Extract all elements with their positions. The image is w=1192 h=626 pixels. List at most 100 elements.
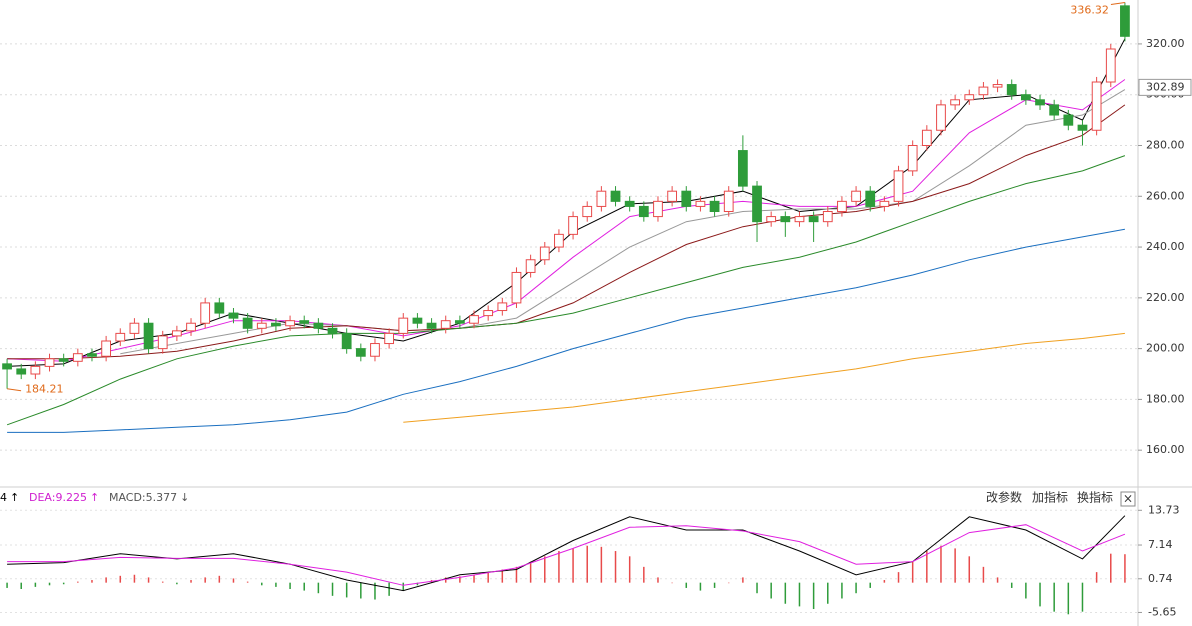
macd-bar xyxy=(1053,582,1055,612)
candle-body xyxy=(370,343,380,357)
candle-body xyxy=(469,315,479,324)
candle-body xyxy=(525,259,536,273)
candle-body xyxy=(355,348,366,357)
macd-bar xyxy=(827,582,829,604)
candle-body xyxy=(186,322,196,332)
macd-bar xyxy=(1124,554,1126,583)
candle-body xyxy=(1035,99,1045,106)
macd-bar xyxy=(529,561,532,583)
y-tick-label: 13.73 xyxy=(1148,503,1180,516)
macd-bar xyxy=(1110,553,1112,583)
macd-bar xyxy=(699,582,702,591)
macd-bar xyxy=(345,582,348,598)
candle-body xyxy=(58,358,69,362)
macd-bar xyxy=(261,582,263,586)
candle-body xyxy=(638,205,649,218)
macd-bar xyxy=(147,577,150,583)
macd-bar xyxy=(558,551,560,583)
macd-bar xyxy=(105,577,107,583)
last-price-label: 302.89 xyxy=(1146,80,1185,93)
candle-body xyxy=(695,200,706,207)
close-button-box[interactable] xyxy=(1120,491,1136,507)
candle-body xyxy=(101,340,112,357)
candle-body xyxy=(87,353,97,357)
macd-bar xyxy=(742,577,744,583)
candle-body xyxy=(285,320,295,327)
macd-bar xyxy=(544,556,546,583)
macd-bar xyxy=(855,582,857,594)
ma-line xyxy=(403,332,1125,423)
macd-bar xyxy=(727,582,730,584)
macd-bar xyxy=(232,578,235,583)
candle-body xyxy=(794,216,805,223)
macd-bar xyxy=(218,575,221,583)
candle-body xyxy=(341,332,352,350)
candle-body xyxy=(1063,114,1074,126)
candle-body xyxy=(1020,94,1031,101)
candle-body xyxy=(921,129,932,146)
candle-body xyxy=(271,322,281,327)
macd-bar xyxy=(161,581,164,583)
candle-body xyxy=(30,365,41,375)
macd-bar xyxy=(402,582,405,591)
candle-body xyxy=(256,322,267,329)
y-tick-label: 200.00 xyxy=(1146,342,1185,355)
candle-body xyxy=(214,302,225,314)
indicator-button[interactable]: 加指标 xyxy=(1032,490,1068,505)
candle-body xyxy=(483,310,494,317)
y-tick-label: 280.00 xyxy=(1146,138,1185,151)
close-button[interactable]: × xyxy=(1123,492,1133,506)
indicator-button[interactable]: 改参数 xyxy=(986,490,1022,505)
indicator-button[interactable]: 换指标 xyxy=(1077,490,1113,505)
candle-body xyxy=(1077,124,1088,131)
macd-bar xyxy=(501,569,504,583)
macd-bar xyxy=(657,577,659,583)
macd-bar xyxy=(62,582,65,585)
macd-bar xyxy=(1081,582,1084,612)
ma-line xyxy=(7,515,1126,592)
candle-body xyxy=(242,317,253,329)
ma-line xyxy=(7,228,1125,433)
macd-bar xyxy=(515,566,518,583)
y-tick-label: 160.00 xyxy=(1146,443,1185,456)
macd-bar xyxy=(841,582,843,599)
macd-bar xyxy=(48,582,51,586)
macd-bar xyxy=(459,576,461,583)
candle-body xyxy=(808,216,819,223)
macd-bar xyxy=(897,572,900,583)
macd-bar xyxy=(119,575,122,583)
macd-bar xyxy=(798,582,801,607)
candle-body xyxy=(681,190,692,207)
candle-body xyxy=(1091,81,1102,131)
candle-body xyxy=(72,353,83,362)
candle-body xyxy=(171,330,182,337)
candle-body xyxy=(766,216,777,223)
indicator-value: DEA:9.225 xyxy=(29,491,87,504)
candle-body xyxy=(115,332,126,342)
low-marker xyxy=(7,388,22,392)
y-tick-label: -5.65 xyxy=(1148,605,1176,618)
candle-body xyxy=(851,190,861,202)
macd-bar xyxy=(770,582,772,599)
macd-bar xyxy=(812,582,815,610)
macd-bar xyxy=(671,582,673,584)
candle-body xyxy=(412,317,423,324)
candle-body xyxy=(454,320,465,324)
candle-body xyxy=(709,200,720,213)
macd-bar xyxy=(996,577,999,583)
candle-body xyxy=(667,190,678,202)
candle-body xyxy=(129,322,140,334)
macd-bar xyxy=(416,582,419,586)
macd-bar xyxy=(869,582,871,588)
macd-bar xyxy=(756,582,758,594)
macd-bar xyxy=(317,582,320,594)
macd-bar xyxy=(628,556,631,583)
macd-bar xyxy=(6,582,8,588)
candle-body xyxy=(497,302,508,312)
candle-body xyxy=(950,99,961,106)
macd-bar xyxy=(374,582,376,600)
candle-body xyxy=(1049,104,1060,116)
candle-body xyxy=(554,233,564,248)
y-tick-label: 320.00 xyxy=(1146,37,1185,50)
